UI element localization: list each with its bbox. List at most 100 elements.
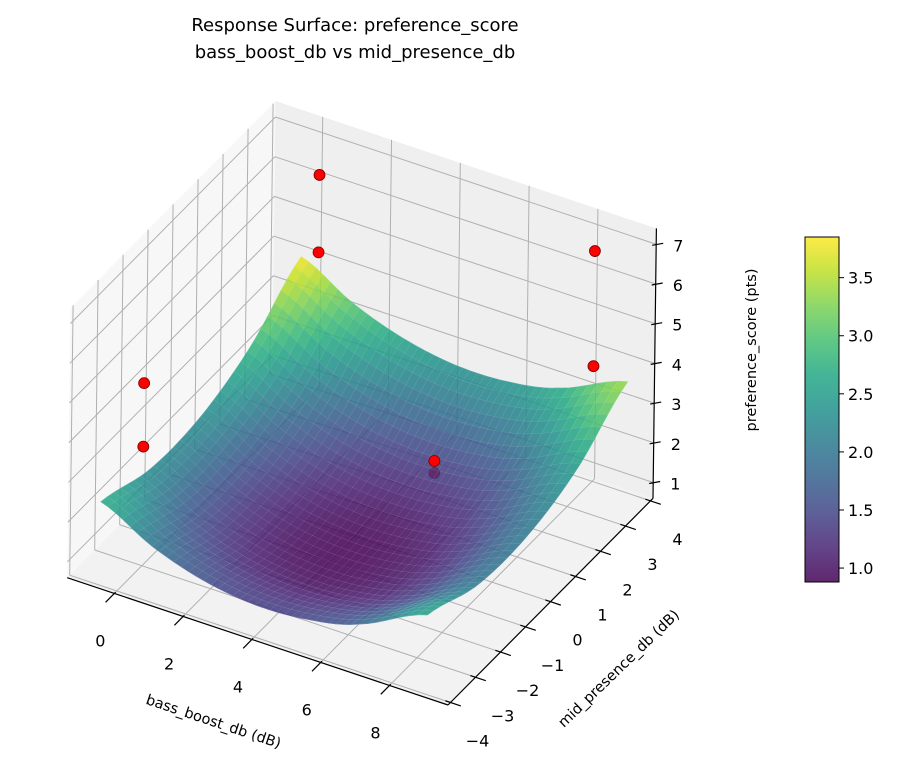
y-tick-mark <box>520 624 537 631</box>
surface-mesh-line <box>133 480 461 605</box>
surface-mesh-line <box>137 289 339 534</box>
surface-mesh-line <box>210 342 412 585</box>
y-tick-label: 3 <box>647 555 657 574</box>
y-tick-label: −4 <box>466 731 490 750</box>
surface-mesh-line <box>225 351 427 593</box>
colorbar-tick-label: 1.5 <box>848 501 873 520</box>
y-tick-label: 0 <box>572 631 582 650</box>
x-tick-label: 6 <box>302 700 312 719</box>
surface-facet <box>416 609 436 616</box>
colorbar-frame <box>804 236 840 583</box>
surface-mesh-line <box>267 316 595 447</box>
surface-mesh-line <box>144 296 346 541</box>
surface-mesh-line <box>186 432 514 560</box>
data-point <box>137 440 150 453</box>
surface-mesh-line <box>188 329 390 572</box>
x-axis-label: bass_boost_db (dB) <box>144 692 283 752</box>
y-tick-label: −2 <box>516 681 540 700</box>
surface-mesh-line <box>253 340 581 471</box>
z-tick-mark <box>652 242 664 246</box>
left-gridline-z <box>68 275 274 483</box>
surface-mesh-line <box>276 373 478 613</box>
x-tick-label: 8 <box>370 723 380 742</box>
colorbar-gradient <box>805 237 839 582</box>
y-tick-label: 1 <box>597 605 607 624</box>
y-tick-label: 2 <box>622 580 632 599</box>
surface-mesh-line <box>427 381 629 616</box>
surface-mesh-line <box>247 361 449 603</box>
left-gridline-z <box>68 235 275 444</box>
x-tick-mark <box>242 637 254 649</box>
y-tick-mark <box>545 599 562 606</box>
surface-mesh-line <box>291 377 493 617</box>
surface-mesh-line <box>181 324 383 568</box>
surface-mesh-line <box>387 384 589 621</box>
surface-mesh-line <box>227 381 554 511</box>
left-gridline-z <box>69 156 276 364</box>
x-tick-label: 2 <box>164 654 174 673</box>
y-tick-mark <box>570 574 587 581</box>
surface-mesh-line <box>301 256 628 389</box>
surface-mesh-line <box>254 364 456 606</box>
y-tick-mark <box>620 523 637 531</box>
surface-mesh-line <box>203 338 405 581</box>
surface-mesh-line <box>146 471 474 597</box>
surface-mesh-line <box>115 267 317 513</box>
surface-mesh-line <box>313 382 515 621</box>
z-axis-label: preference_score (pts) <box>744 268 760 431</box>
surface-mesh-line <box>397 383 599 618</box>
surface-mesh-line <box>298 379 500 618</box>
surface-mesh-line <box>343 387 545 625</box>
chart-title-line-2: bass_boost_db vs mid_presence_db <box>195 42 516 63</box>
surface-mesh-line <box>233 371 561 501</box>
surface-mesh-line <box>377 386 579 623</box>
colorbar-tick-label: 2.0 <box>848 443 873 462</box>
surface-mesh-line <box>113 492 441 616</box>
surface-mesh-line <box>269 370 471 611</box>
floor-gridline-y <box>69 574 451 703</box>
data-point <box>138 377 151 390</box>
x-tick-label: 4 <box>233 677 243 696</box>
surface-mesh-line <box>200 416 528 545</box>
data-point <box>428 455 441 467</box>
back-gridline-z <box>274 156 656 285</box>
surface-mesh-line <box>260 328 588 459</box>
surface-mesh-line <box>262 367 463 608</box>
y-tick-mark <box>495 649 512 657</box>
left-gridline-z <box>70 116 276 324</box>
surface-mesh-line <box>173 446 501 574</box>
z-tick-mark <box>649 441 661 445</box>
data-points <box>137 169 601 467</box>
data-point <box>587 360 600 373</box>
data-point <box>589 245 601 257</box>
y-axis-label: mid_presence_db (dB) <box>556 607 683 731</box>
surface-mesh-line <box>217 347 419 589</box>
surface-mesh-line <box>417 381 619 616</box>
colorbar: 1.0 1.5 2.0 2.5 3.0 3.5 <box>804 236 873 583</box>
surface-mesh-line <box>232 354 434 596</box>
y-tick-mark <box>470 674 487 682</box>
surface-mesh-line <box>120 488 448 612</box>
surface-mesh-line <box>207 408 534 537</box>
surface-mesh-line <box>328 385 530 624</box>
surface-mesh-line <box>367 387 569 624</box>
back-gridline-z <box>275 116 657 245</box>
z-tick-label: 7 <box>673 236 683 255</box>
x-tick-mark <box>173 614 185 626</box>
z-tick-mark <box>649 480 661 485</box>
data-point <box>312 246 325 259</box>
z-tick-label: 5 <box>672 316 682 335</box>
surface-mesh-line <box>166 453 494 580</box>
surface-mesh-line <box>220 390 548 520</box>
surface-mesh-line <box>284 375 486 615</box>
chart-title-line-1: Response Surface: preference_score <box>191 15 518 36</box>
surface-mesh-line <box>213 399 541 529</box>
data-point <box>313 169 326 181</box>
surface-mesh-line <box>129 282 331 527</box>
colorbar-tick-label: 1.0 <box>848 559 873 578</box>
surface-mesh-line <box>173 319 375 563</box>
surface-mesh-line <box>100 501 428 625</box>
z-tick-mark <box>650 361 662 365</box>
